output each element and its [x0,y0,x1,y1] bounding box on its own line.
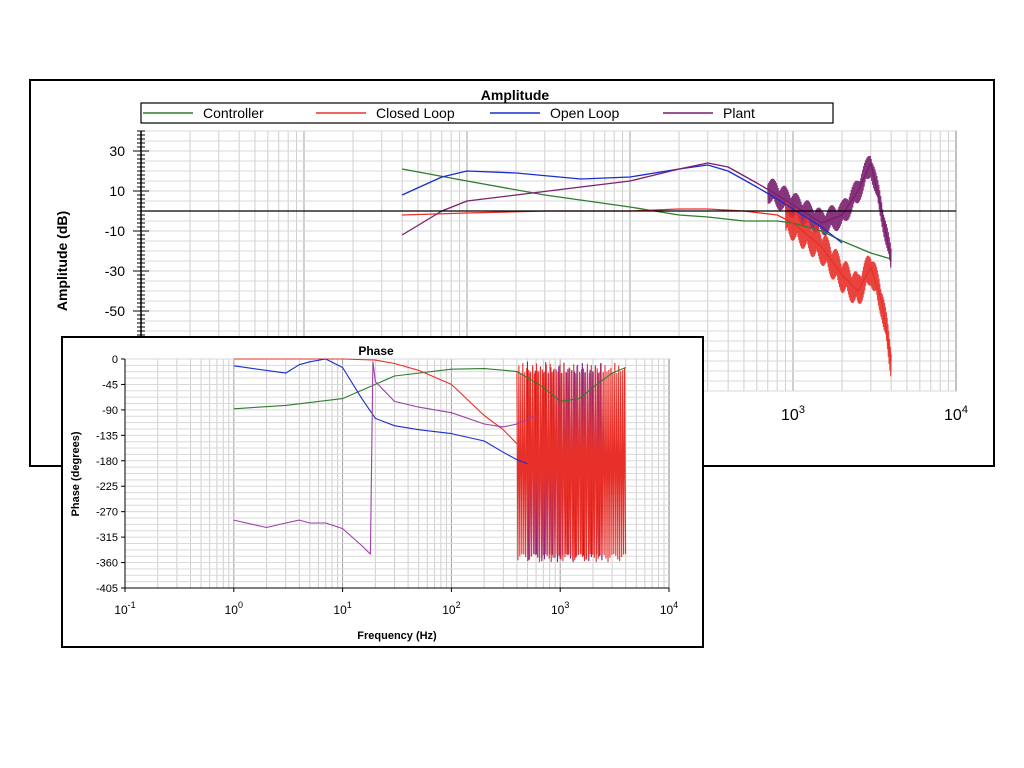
legend-label-closed-loop: Closed Loop [376,105,455,121]
amplitude-y-tick-label: -10 [105,223,125,239]
phase-x-tick-label-4: 104 [660,600,678,617]
amplitude-legend-box [140,102,834,124]
phase-noise-1 [516,362,627,563]
phase-series-open-loop [233,358,528,465]
phase-y-tick-label: -180 [96,456,118,468]
phase-chart-panel: Phase 0 -45 -90 -135 -180 -225 -270 -315 -360 -405… [61,336,704,648]
phase-y-tick-label: -225 [96,481,118,493]
phase-noise-group [516,361,627,563]
amplitude-y-tick-label: 10 [109,183,125,199]
amplitude-title: Amplitude [481,87,550,103]
amplitude-y-tick-label: 30 [109,143,125,159]
amplitude-series-plant [401,162,892,262]
phase-x-tick-label-3: 103 [551,600,569,617]
phase-series-closed-loop [233,358,518,445]
phase-x-tick-label-0: 100 [225,600,243,617]
phase-y-tick-label: -45 [102,379,118,391]
phase-y-tick-label: -135 [96,430,118,442]
phase-y-tick-label: -315 [96,532,118,544]
phase-x-tick-label-2: 102 [442,600,460,617]
phase-y-tick-label: 0 [112,354,118,366]
phase-series-group [233,358,626,555]
amplitude-y-axis-label: Amplitude (dB) [54,211,70,311]
amplitude-series-controller [401,168,892,260]
phase-y-tick-label: -90 [102,405,118,417]
phase-chart: Phase 0 -45 -90 -135 -180 -225 -270 -315 -360 -405… [70,344,678,642]
phase-y-tick-label: -360 [96,558,118,570]
amplitude-x-axis: 103 104 [781,404,968,424]
phase-y-tick-label: -270 [96,507,118,519]
phase-x-axis-label: Frequency (Hz) [357,630,437,642]
amplitude-legend: Controller Closed Loop Open Loop Plant [140,102,834,124]
legend-label-open-loop: Open Loop [550,105,619,121]
phase-series-controller [233,366,626,410]
amplitude-x-tick-label-4: 104 [944,404,968,424]
amplitude-y-tick-label: -30 [105,263,125,279]
phase-x-tick-label-1: 10-1 [114,600,135,617]
amplitude-series-open-loop [401,164,843,244]
phase-x-axis: 10-1 100 101 102 103 104 [114,587,678,617]
phase-title: Phase [358,344,394,358]
legend-label-plant: Plant [723,105,755,121]
phase-series-plant [233,361,537,555]
phase-y-tick-label: -405 [96,583,118,595]
legend-label-controller: Controller [203,105,264,121]
phase-x-tick-label-1: 101 [333,600,351,617]
amplitude-noise-closed-loop [784,202,892,377]
phase-y-axis-label: Phase (degrees) [70,431,82,516]
amplitude-y-tick-label: -50 [105,303,125,319]
phase-y-axis: 0 -45 -90 -135 -180 -225 -270 -315 -360 -405 [96,354,126,595]
amplitude-x-tick-label-3: 103 [781,404,805,424]
